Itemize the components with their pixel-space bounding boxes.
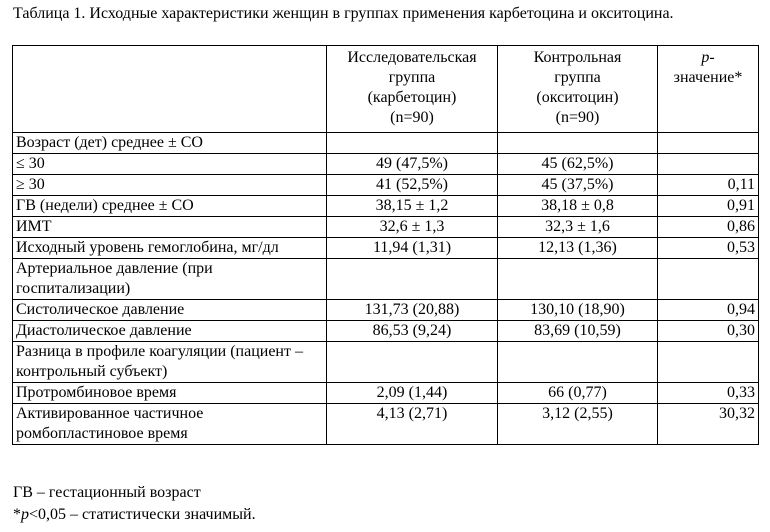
control-value-cell: 3,12 (2,55) (497, 403, 658, 445)
study-value-cell (326, 341, 498, 383)
row-label-cell: ИМТ (12, 216, 327, 238)
table-row: Разница в профиле коагуляции (пациент – … (12, 341, 759, 383)
study-value-cell: 4,13 (2,71) (326, 403, 498, 445)
row-label-cell: Протромбиновое время (12, 382, 327, 404)
study-value-cell: 2,09 (1,44) (326, 382, 498, 404)
study-value-cell: 86,53 (9,24) (326, 320, 498, 342)
row-label-cell: Систолическое давление (12, 299, 327, 321)
control-value-cell: 38,18 ± 0,8 (497, 195, 658, 217)
header-control-line: группа (554, 69, 601, 86)
p-value-cell: 0,91 (657, 195, 759, 217)
row-label-cell: Активированное частичное ромбопластиново… (12, 403, 327, 445)
table-body: Возраст (дет) среднее ± СО ≤ 30 49 (47,5%)… (12, 132, 759, 445)
table-row: ≥ 30 41 (52,5%) 45 (37,5%) 0,11 (12, 174, 759, 196)
header-control-line: (n=90) (555, 109, 600, 126)
table-caption: Таблица 1. Исходные характеристики женщи… (13, 5, 674, 22)
table-row: Диастолическое давление 86,53 (9,24) 83,69… (12, 320, 759, 342)
header-control-line: Контрольная (533, 49, 622, 66)
header-row: Исследовательская группа (карбетоцин) (n… (12, 45, 759, 133)
p-value-cell: 0,11 (657, 174, 759, 196)
control-value-cell (497, 132, 658, 154)
table-row: Протромбиновое время 2,09 (1,44) 66 (0,77)… (12, 382, 759, 404)
abbreviation-note: ГВ – гестационный возраст (13, 484, 201, 501)
control-value-cell (497, 258, 658, 300)
control-value-cell: 83,69 (10,59) (497, 320, 658, 342)
table-row: Исходный уровень гемоглобина, мг/дл 11,94… (12, 237, 759, 259)
p-value-cell: 0,53 (657, 237, 759, 259)
table-row: Систолическое давление 131,73 (20,88) 130,… (12, 299, 759, 321)
p-value-cell (657, 132, 759, 154)
row-label-cell: Артериальное давление (при госпитализаци… (12, 258, 327, 300)
significance-text: <0,05 – статистически значимый. (29, 506, 256, 523)
table-row: ИМТ 32,6 ± 1,3 32,3 ± 1,6 0,86 (12, 216, 759, 238)
table-row: Артериальное давление (при госпитализаци… (12, 258, 759, 300)
significance-note: *p<0,05 – статистически значимый. (13, 504, 256, 526)
baseline-characteristics-table: Исследовательская группа (карбетоцин) (n… (12, 45, 759, 445)
table-notes: ГВ – гестационный возраст *p<0,05 – стат… (13, 482, 256, 526)
study-value-cell: 11,94 (1,31) (326, 237, 498, 259)
header-label-cell (12, 45, 327, 133)
row-label-cell: Разница в профиле коагуляции (пациент – … (12, 341, 327, 383)
p-value-cell (657, 258, 759, 300)
p-value-cell (657, 153, 759, 175)
study-value-cell (326, 258, 498, 300)
p-value-cell (657, 341, 759, 383)
control-value-cell: 32,3 ± 1,6 (497, 216, 658, 238)
row-label-cell: Исходный уровень гемоглобина, мг/дл (12, 237, 327, 259)
significance-star: * (13, 506, 21, 523)
study-value-cell: 41 (52,5%) (326, 174, 498, 196)
row-label-cell: Диастолическое давление (12, 320, 327, 342)
header-p-rest: значение* (673, 69, 743, 86)
control-value-cell: 45 (62,5%) (497, 153, 658, 175)
table-row: ≤ 30 49 (47,5%) 45 (62,5%) (12, 153, 759, 175)
table-row: Активированное частичное ромбопластиново… (12, 403, 759, 445)
p-value-cell: 0,94 (657, 299, 759, 321)
header-control-line: (окситоцин) (536, 89, 619, 106)
row-label-cell: ≤ 30 (12, 153, 327, 175)
control-value-cell: 12,13 (1,36) (497, 237, 658, 259)
header-p-italic: p- (701, 49, 715, 66)
header-study-line: (карбетоцин) (367, 89, 457, 106)
significance-p: p (21, 506, 29, 523)
header-p-value: p- значение* (657, 45, 759, 133)
study-value-cell (326, 132, 498, 154)
header-study-line: группа (388, 69, 436, 86)
study-value-cell: 131,73 (20,88) (326, 299, 498, 321)
header-study-group: Исследовательская группа (карбетоцин) (n… (326, 45, 498, 133)
control-value-cell: 66 (0,77) (497, 382, 658, 404)
control-value-cell: 45 (37,5%) (497, 174, 658, 196)
control-value-cell (497, 341, 658, 383)
table-row: Возраст (дет) среднее ± СО (12, 132, 759, 154)
p-value-cell: 0,86 (657, 216, 759, 238)
study-value-cell: 49 (47,5%) (326, 153, 498, 175)
header-study-line: (n=90) (390, 109, 434, 126)
header-study-line: Исследовательская (347, 49, 477, 66)
p-value-cell: 0,30 (657, 320, 759, 342)
p-value-cell: 30,32 (657, 403, 759, 445)
table-row: ГВ (недели) среднее ± СО 38,15 ± 1,2 38,18… (12, 195, 759, 217)
study-value-cell: 38,15 ± 1,2 (326, 195, 498, 217)
row-label-cell: Возраст (дет) среднее ± СО (12, 132, 327, 154)
control-value-cell: 130,10 (18,90) (497, 299, 658, 321)
row-label-cell: ≥ 30 (12, 174, 327, 196)
header-control-group: Контрольная группа (окситоцин) (n=90) (497, 45, 658, 133)
row-label-cell: ГВ (недели) среднее ± СО (12, 195, 327, 217)
p-value-cell: 0,33 (657, 382, 759, 404)
study-value-cell: 32,6 ± 1,3 (326, 216, 498, 238)
